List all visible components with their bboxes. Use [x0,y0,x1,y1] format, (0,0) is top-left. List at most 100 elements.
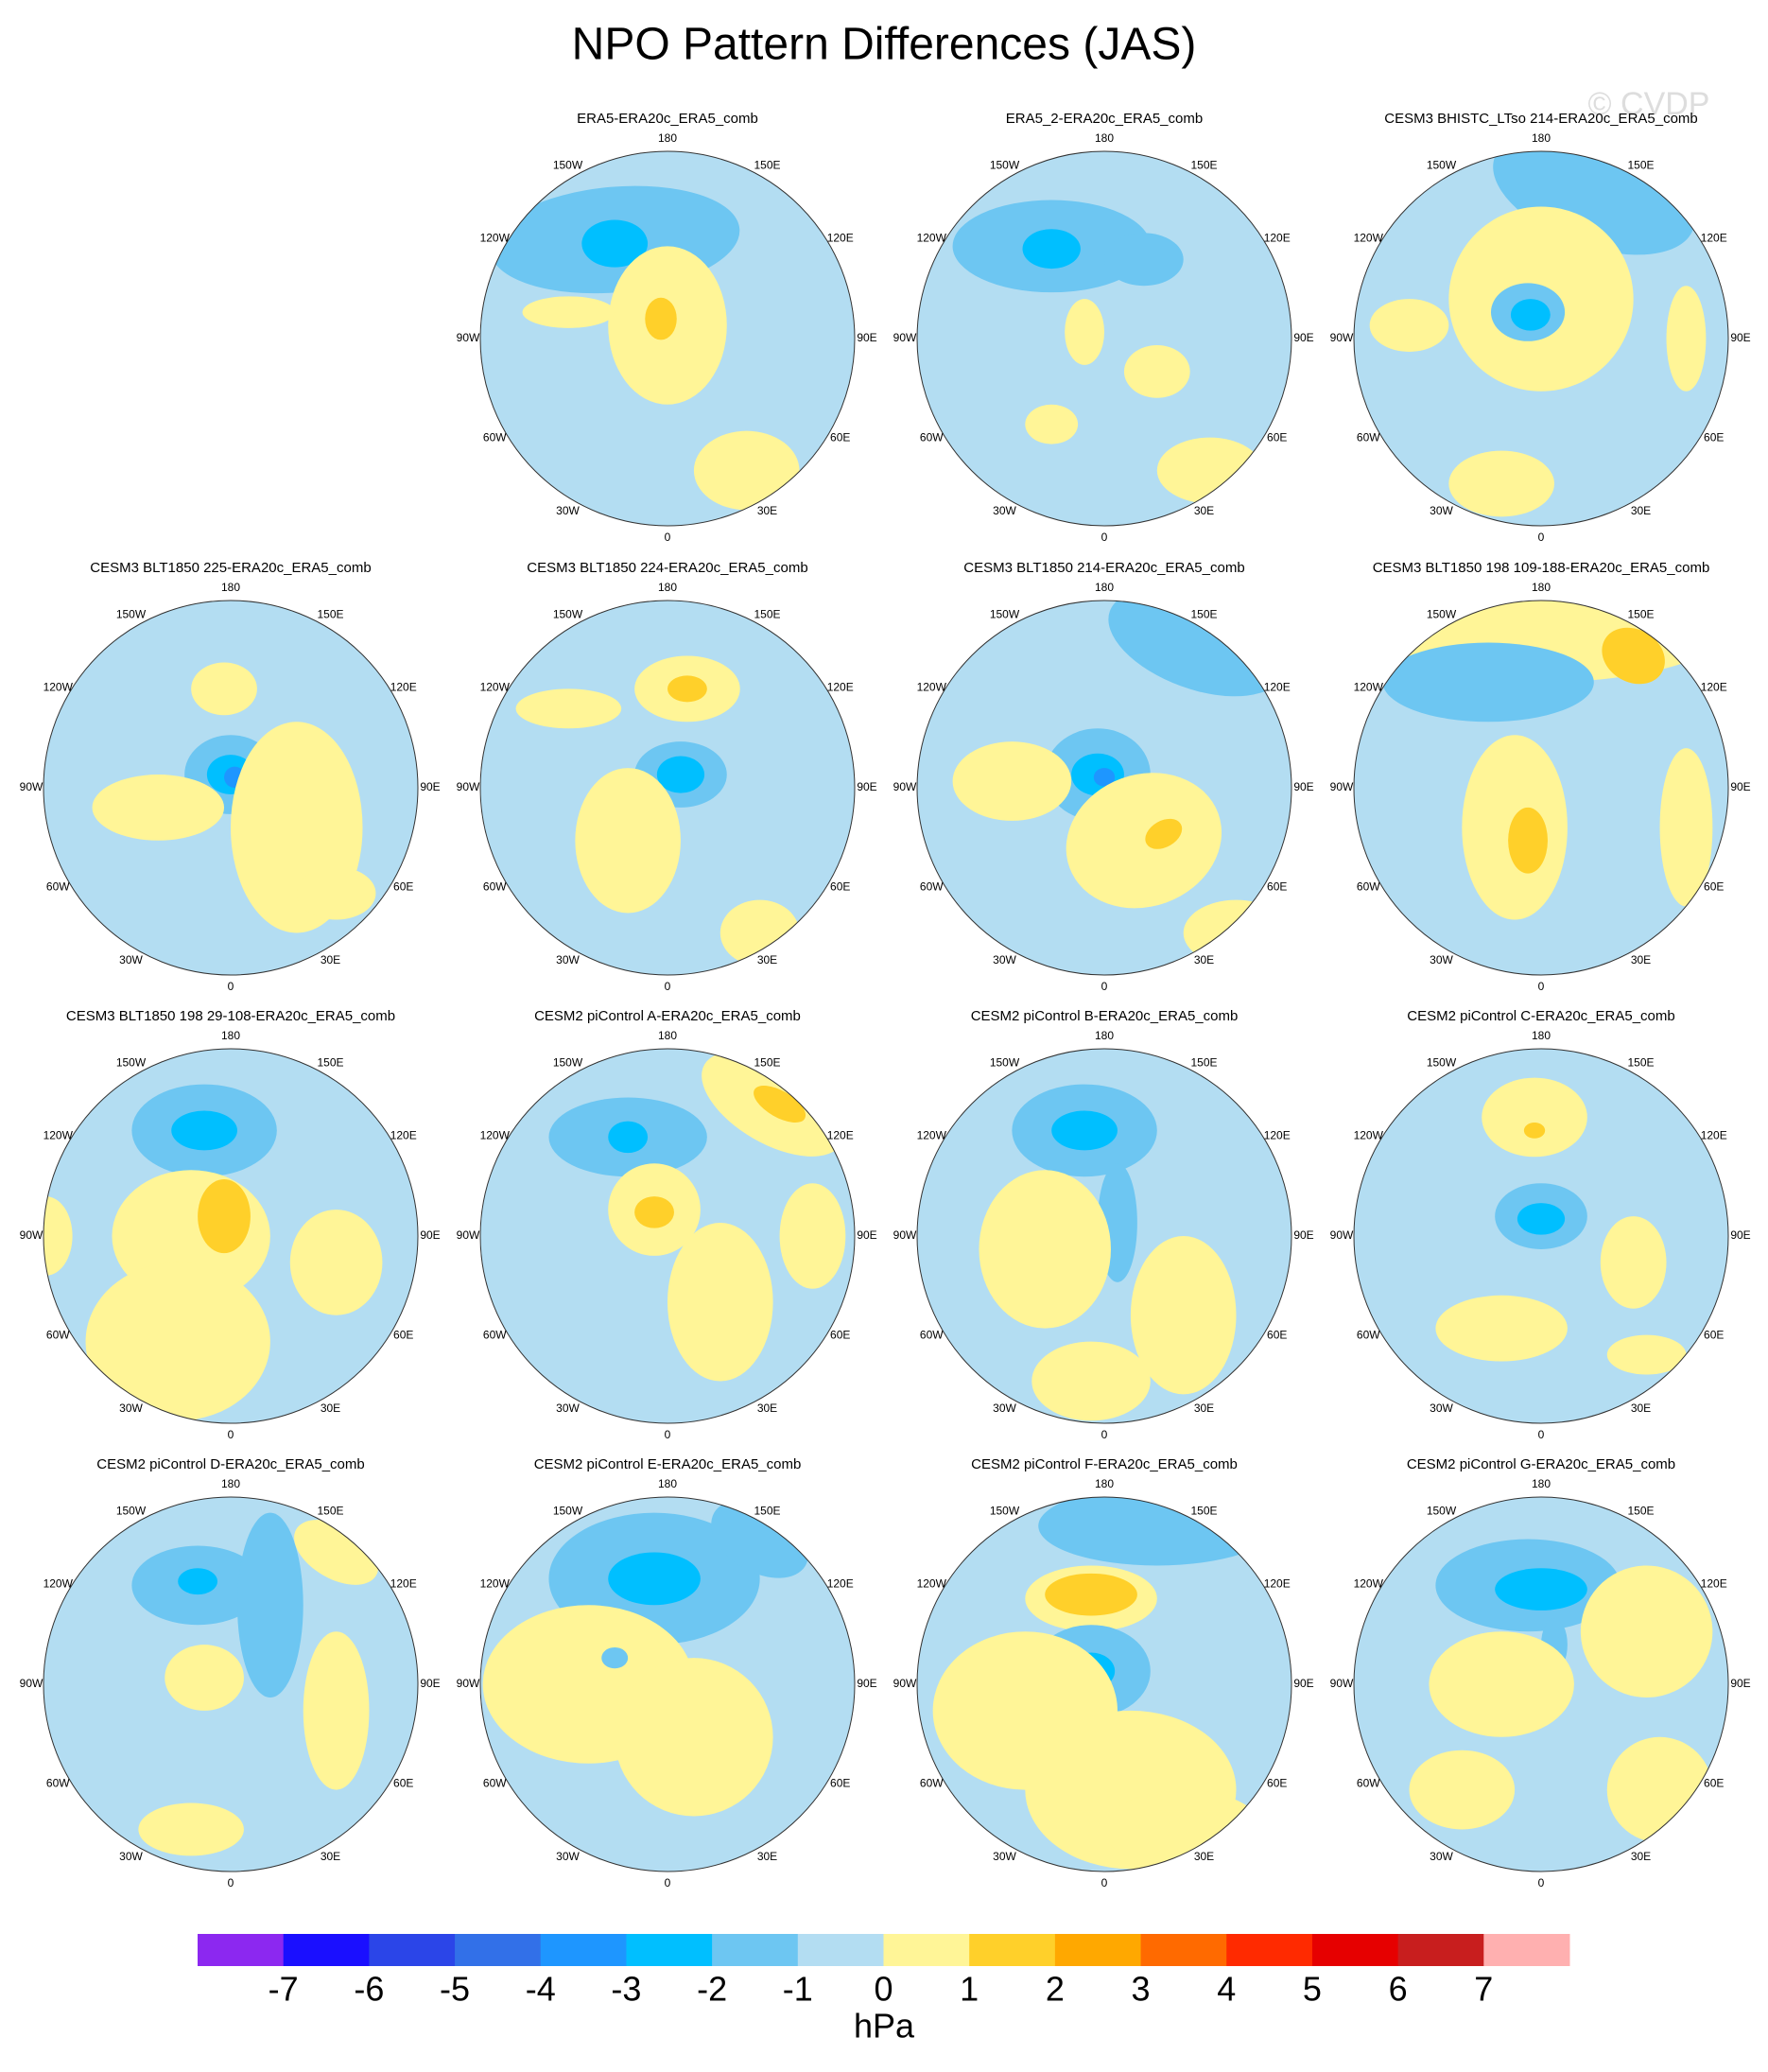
longitude-label: 180 [221,1029,240,1042]
longitude-label: 30W [556,1850,580,1863]
field-contour [1369,299,1449,352]
longitude-label: 90E [420,780,440,793]
watermark: © CVDP [1588,86,1710,122]
field-contour [779,1183,846,1289]
longitude-label: 90W [20,1228,43,1242]
colorbar-swatch [883,1934,970,1966]
colorbar-swatch [369,1934,456,1966]
longitude-label: 120W [43,1577,74,1591]
longitude-label: 0 [228,1428,234,1441]
colorbar-swatch [540,1934,627,1966]
longitude-label: 150E [317,607,343,620]
field-contour [581,219,649,268]
longitude-label: 90W [893,331,917,344]
longitude-label: 150W [1427,158,1457,171]
colorbar-tick-label: -3 [611,1970,641,2009]
map-border [1353,600,1729,976]
longitude-label: 30W [993,953,1016,966]
longitude-label: 60E [830,1777,850,1790]
field-contour [1508,807,1548,874]
field-contour [667,675,707,703]
field-contour [1065,299,1104,365]
map-border [916,1496,1292,1872]
panel-title: CESM2 piControl B-ERA20c_ERA5_comb [971,1008,1239,1024]
map-border [916,150,1292,527]
panel-title: CESM2 piControl C-ERA20c_ERA5_comb [1407,1008,1674,1024]
field-contour [601,1646,629,1669]
colorbar-tick-label: -4 [526,1970,556,2009]
longitude-label: 30E [1194,1402,1214,1415]
longitude-label: 120W [43,681,74,694]
field-contour [645,297,677,340]
longitude-label: 120W [917,232,947,245]
longitude-label: 90W [457,780,480,793]
longitude-label: 0 [665,980,671,993]
longitude-label: 150E [754,1055,780,1069]
longitude-label: 150E [1627,158,1654,171]
longitude-label: 60W [46,1777,70,1790]
map-border [43,1496,419,1872]
longitude-label: 120W [480,232,511,245]
longitude-label: 90E [1730,780,1750,793]
longitude-label: 60E [1704,1329,1724,1342]
longitude-label: 150W [116,607,147,620]
longitude-label: 150E [1627,1504,1654,1517]
longitude-label: 90W [1330,331,1354,344]
longitude-label: 30E [757,1850,777,1863]
longitude-label: 150E [1190,607,1217,620]
map-panel: CESM2 piControl C-ERA20c_ERA5_comb 0 30E 60… [1330,1008,1751,1441]
longitude-label: 120E [1701,1129,1727,1142]
colorbar-swatch [969,1934,1056,1966]
field-contour [138,1802,244,1856]
field [548,1052,846,1382]
longitude-label: 90W [893,1677,917,1690]
longitude-label: 60W [46,1329,70,1342]
longitude-label: 120W [480,681,511,694]
field-contour [952,741,1072,821]
field-contour [1038,1497,1276,1566]
field-contour [515,688,622,729]
longitude-label: 90W [457,1228,480,1242]
colorbar-tick-label: 0 [874,1970,893,2009]
field-contour [1409,1750,1516,1830]
field-contour [1517,1203,1566,1235]
panel-title: CESM2 piControl D-ERA20c_ERA5_comb [96,1456,364,1472]
longitude-label: 180 [658,131,677,145]
longitude-label: 150W [990,1504,1020,1517]
longitude-label: 180 [221,1477,240,1490]
longitude-label: 60E [1267,1777,1287,1790]
field-contour [693,430,800,511]
map-border [479,150,856,527]
longitude-label: 90W [1330,780,1354,793]
longitude-label: 60E [1267,1329,1287,1342]
longitude-label: 120W [917,1129,947,1142]
longitude-label: 180 [221,581,240,594]
field-contour [1123,344,1190,398]
panel-title: CESM3 BLT1850 214-ERA20c_ERA5_comb [963,560,1244,576]
panel-title: CESM3 BLT1850 225-ERA20c_ERA5_comb [90,560,371,576]
longitude-label: 90E [1293,331,1313,344]
longitude-label: 120E [827,1577,854,1591]
longitude-label: 150W [1427,1055,1457,1069]
field-contour [1093,768,1116,787]
map-panel: ERA5-ERA20c_ERA5_comb 0 30E 60E 90E 120E 150E 1… [457,111,877,544]
field-contour [1104,233,1184,287]
field-contour [1435,1295,1568,1362]
field-contour [608,1552,701,1606]
longitude-label: 30E [1194,1850,1214,1863]
longitude-label: 60W [1357,1777,1380,1790]
field-contour [1031,1341,1151,1421]
colorbar-tick-label: 5 [1303,1970,1322,2009]
colorbar-unit: hPa [854,2007,915,2046]
longitude-label: 150W [990,1055,1020,1069]
colorbar-tick-label: 4 [1217,1970,1236,2009]
longitude-label: 90E [1730,1228,1750,1242]
map-border [479,1496,856,1872]
longitude-label: 60W [920,1777,944,1790]
longitude-label: 120E [1264,232,1291,245]
longitude-label: 150W [116,1055,147,1069]
longitude-label: 90E [420,1677,440,1690]
field-contour [754,1085,806,1123]
longitude-label: 90W [893,1228,917,1242]
